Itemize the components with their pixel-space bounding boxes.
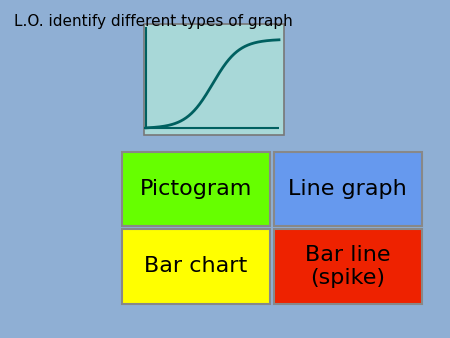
Text: Pictogram: Pictogram [140,179,252,199]
FancyBboxPatch shape [144,24,284,135]
Text: L.O. identify different types of graph: L.O. identify different types of graph [14,14,292,28]
FancyBboxPatch shape [274,229,422,304]
FancyBboxPatch shape [122,152,270,226]
Text: Bar chart: Bar chart [144,256,248,276]
Text: Line graph: Line graph [288,179,407,199]
FancyBboxPatch shape [274,152,422,226]
Text: Bar line
(spike): Bar line (spike) [305,245,391,288]
FancyBboxPatch shape [122,229,270,304]
